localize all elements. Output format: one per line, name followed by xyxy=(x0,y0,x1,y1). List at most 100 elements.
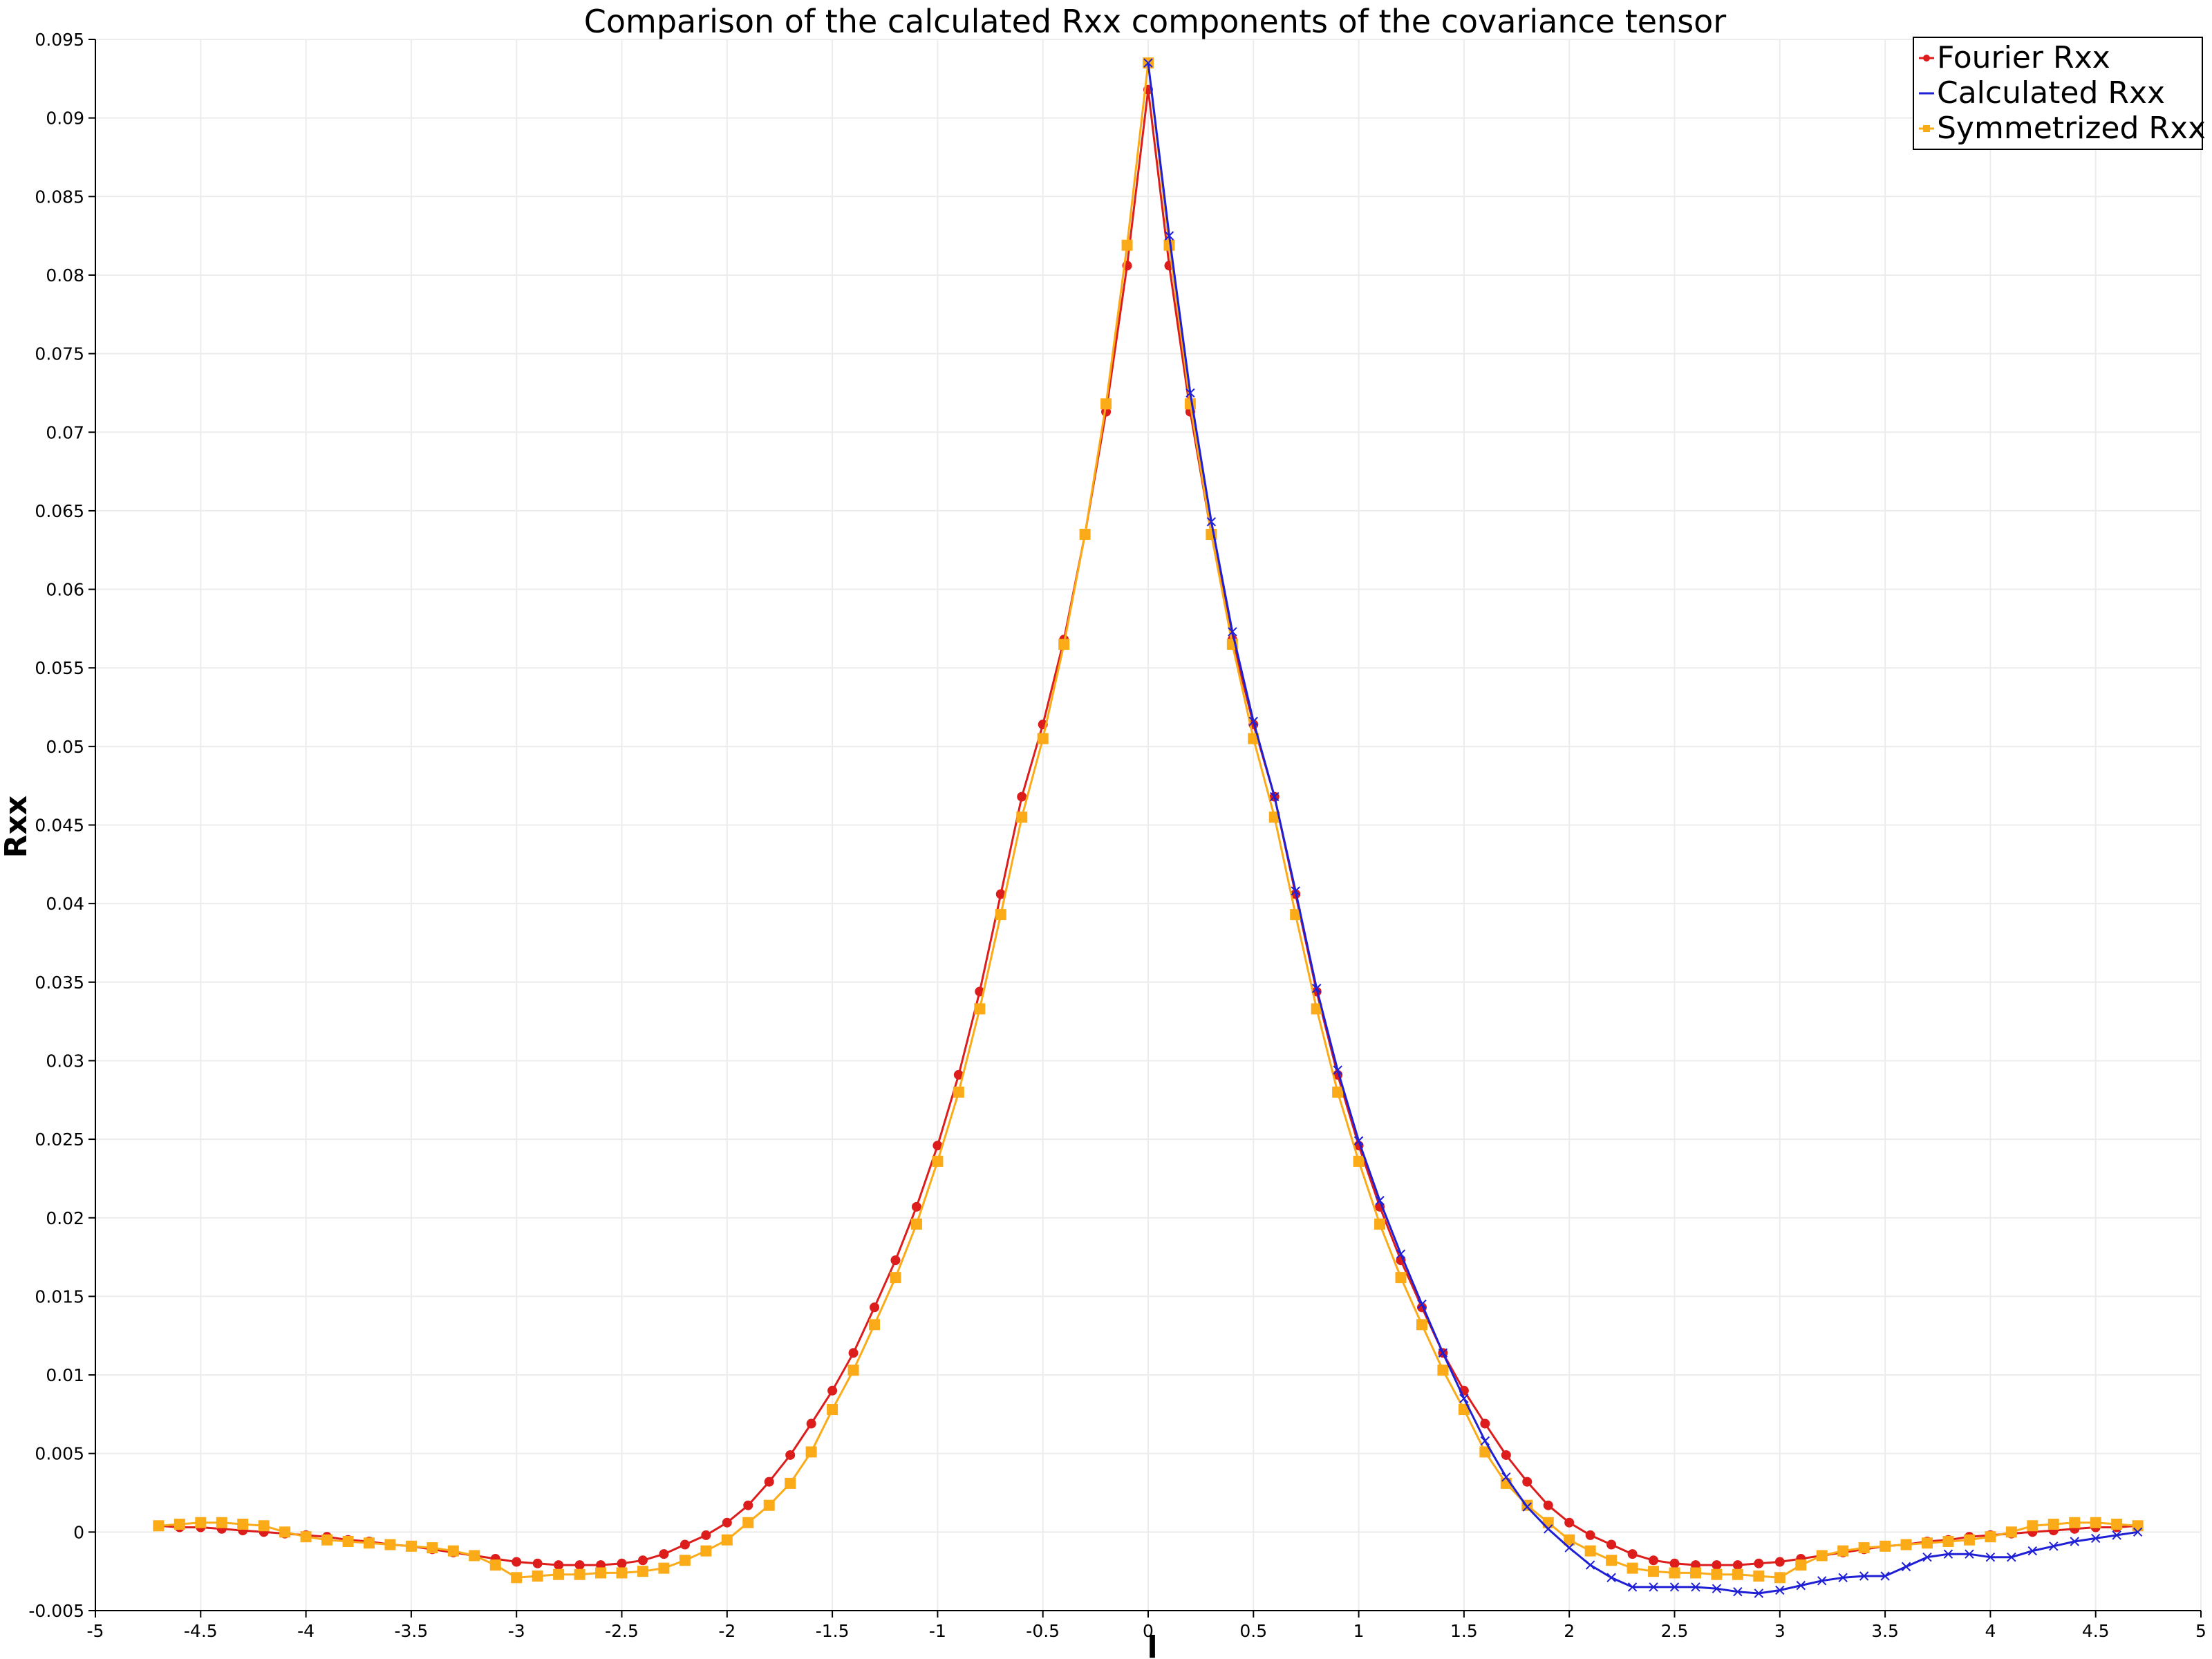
data-point xyxy=(1606,1539,1617,1550)
data-point xyxy=(911,1201,921,1212)
data-point xyxy=(1584,1545,1596,1557)
data-point xyxy=(827,1404,838,1416)
data-point xyxy=(1649,1582,1658,1592)
series-group xyxy=(153,57,2144,1598)
legend-box xyxy=(1913,37,2203,150)
legend: Fourier Rxx Calculated Rxx Symmetrized R… xyxy=(1913,37,2206,150)
data-point xyxy=(1606,1555,1618,1566)
data-point xyxy=(806,1418,816,1429)
data-point xyxy=(1290,909,1302,921)
axes xyxy=(88,39,2202,1618)
data-point xyxy=(1732,1568,1743,1580)
legend-label-calculated: Calculated Rxx xyxy=(1937,75,2165,111)
data-point xyxy=(1732,1560,1743,1571)
data-point xyxy=(469,1550,480,1562)
legend-marker-symmetrized xyxy=(1923,125,1930,132)
data-point xyxy=(1943,1549,1953,1559)
y-tick-label: -0.005 xyxy=(28,1601,84,1621)
data-point xyxy=(701,1530,711,1540)
data-point xyxy=(743,1500,753,1510)
data-point xyxy=(489,1559,501,1571)
data-point xyxy=(1017,791,1027,802)
data-point xyxy=(1353,1136,1364,1146)
series-calculated-rxx xyxy=(1143,58,2143,1598)
data-point xyxy=(763,1499,775,1511)
data-point xyxy=(1016,812,1028,823)
data-point xyxy=(1479,1446,1491,1458)
y-tick-label: 0.085 xyxy=(35,187,84,207)
x-tick-label: -4 xyxy=(297,1621,315,1641)
data-point xyxy=(1079,528,1091,540)
data-point xyxy=(1985,1531,1996,1543)
data-point xyxy=(447,1545,459,1557)
data-point xyxy=(700,1545,712,1557)
x-tick-label: 1.5 xyxy=(1450,1621,1478,1641)
data-point xyxy=(1522,1477,1533,1487)
data-point xyxy=(1606,1573,1616,1582)
data-point xyxy=(848,1348,859,1358)
data-point xyxy=(1564,1517,1575,1528)
data-point xyxy=(216,1517,227,1528)
data-point xyxy=(742,1517,754,1528)
data-point xyxy=(1648,1566,1660,1577)
data-point xyxy=(679,1539,690,1550)
x-tick-label: -1 xyxy=(929,1621,946,1641)
data-point xyxy=(1291,886,1300,896)
grid xyxy=(95,39,2202,1611)
x-tick-label: 2 xyxy=(1564,1621,1575,1641)
data-point xyxy=(1058,639,1070,650)
data-point xyxy=(995,909,1006,921)
data-point xyxy=(1649,1555,1659,1566)
data-point xyxy=(1143,58,1153,68)
data-point xyxy=(1543,1500,1553,1510)
data-point xyxy=(827,1385,838,1396)
data-point xyxy=(1754,1588,1764,1598)
data-point xyxy=(1268,812,1280,823)
data-point xyxy=(1922,1537,1933,1549)
data-point xyxy=(1669,1567,1680,1579)
data-point xyxy=(1353,1155,1365,1167)
x-tick-label: -2 xyxy=(718,1621,735,1641)
data-point xyxy=(1458,1404,1470,1416)
y-tick-label: 0.05 xyxy=(46,737,84,757)
data-point xyxy=(637,1566,648,1577)
data-point xyxy=(2027,1520,2038,1532)
data-point xyxy=(2007,1553,2016,1562)
data-point xyxy=(574,1568,585,1580)
data-point xyxy=(721,1534,733,1546)
data-point xyxy=(574,1560,585,1571)
data-point xyxy=(1691,1582,1700,1592)
x-tick-label: 3 xyxy=(1774,1621,1785,1641)
data-point xyxy=(932,1155,944,1167)
series-line-calculated-rxx xyxy=(1147,62,2138,1595)
y-tick-label: 0.08 xyxy=(46,265,84,285)
data-point xyxy=(1542,1517,1554,1528)
data-point xyxy=(932,1141,943,1151)
legend-marker-fourier xyxy=(1923,55,1930,62)
y-tick-label: 0.055 xyxy=(35,658,84,678)
data-point xyxy=(1942,1535,1954,1547)
data-point xyxy=(321,1534,333,1546)
data-point xyxy=(405,1540,417,1552)
data-point xyxy=(1437,1365,1449,1376)
data-point xyxy=(1100,398,1112,410)
data-point xyxy=(659,1549,669,1559)
y-tick-label: 0.04 xyxy=(46,894,84,914)
data-point xyxy=(1311,1003,1322,1015)
data-point xyxy=(1184,398,1196,410)
y-tick-label: 0.01 xyxy=(46,1365,84,1385)
data-point xyxy=(1774,1557,1785,1567)
data-point xyxy=(2132,1520,2144,1532)
data-point xyxy=(1669,1558,1680,1568)
data-point xyxy=(237,1518,249,1530)
y-tick-label: 0.065 xyxy=(35,501,84,521)
data-point xyxy=(1248,716,1259,727)
data-point xyxy=(1627,1549,1638,1559)
data-point xyxy=(1164,231,1174,241)
x-tick-label: -3.5 xyxy=(395,1621,429,1641)
data-point xyxy=(1753,1570,1765,1582)
y-tick-label: 0.07 xyxy=(46,422,84,442)
data-point xyxy=(1689,1567,1701,1579)
data-point xyxy=(1901,1562,1911,1572)
